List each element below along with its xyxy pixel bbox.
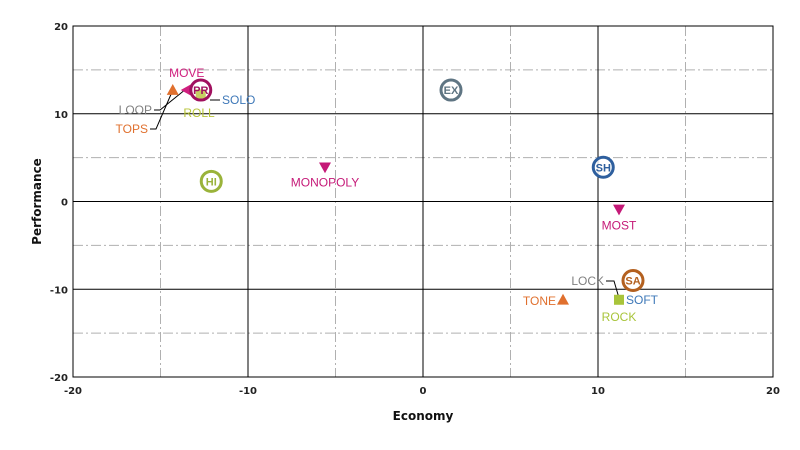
- soft-label: SOFT: [626, 293, 659, 307]
- ex-circle-marker: [439, 78, 463, 102]
- x-tick-label: 20: [766, 386, 780, 397]
- pr-circle-marker: [189, 78, 213, 102]
- x-tick-label: -20: [64, 386, 82, 397]
- y-tick-labels: -20 -10 0 10 20: [50, 22, 68, 384]
- point-labels: MOVE LOOP TOPS SOLO ROLL MONOPOLY MOST LOCK SOFT…: [116, 66, 659, 324]
- x-tick-label: 10: [591, 386, 605, 397]
- hi-circle-label: HI: [206, 176, 217, 188]
- move-marker: [180, 84, 192, 97]
- rock-label: ROCK: [602, 310, 637, 324]
- y-tick-label: 20: [54, 22, 68, 33]
- loop-label: LOOP: [119, 103, 152, 117]
- monopoly-marker: [319, 162, 331, 174]
- loop-leader-line: [154, 88, 187, 111]
- roll-label: ROLL: [183, 106, 215, 120]
- monopoly-label: MONOPOLY: [291, 175, 359, 189]
- y-tick-label: -10: [50, 285, 68, 296]
- roll-marker: [195, 89, 206, 100]
- sh-circle-label: SH: [596, 162, 611, 174]
- tone-marker: [557, 293, 569, 305]
- tops-marker: [166, 84, 179, 95]
- circle-markers: PR EX HI SH SA: [189, 78, 645, 292]
- most-marker: [613, 204, 625, 216]
- tops-label: TOPS: [116, 122, 148, 136]
- x-tick-label: -10: [239, 386, 257, 397]
- label-leader-lines: [150, 88, 620, 299]
- x-tick-labels: -20 -10 0 10 20: [64, 386, 780, 397]
- tops-leader-line: [150, 91, 173, 130]
- y-tick-label: 10: [54, 110, 68, 121]
- most-label: MOST: [602, 218, 637, 232]
- hi-circle-marker: [199, 169, 223, 193]
- point-markers: [166, 84, 625, 305]
- x-axis-title: Economy: [393, 409, 454, 423]
- plot-area-frame: [72, 25, 774, 378]
- ex-circle-label: EX: [444, 85, 459, 97]
- lock-label: LOCK: [571, 274, 604, 288]
- y-tick-label: 0: [61, 198, 68, 209]
- solo-label: SOLO: [222, 93, 255, 107]
- sa-circle-label: SA: [625, 275, 640, 287]
- y-tick-label: -20: [50, 373, 68, 384]
- pr-circle-label: PR: [193, 85, 208, 97]
- rock-marker: [614, 294, 624, 305]
- y-axis-title: Performance: [30, 158, 44, 245]
- sh-circle-marker: [591, 155, 615, 179]
- lock-leader-line: [606, 280, 620, 299]
- move-label: MOVE: [169, 66, 204, 80]
- x-tick-label: 0: [420, 386, 427, 397]
- tone-label: TONE: [523, 294, 556, 308]
- sa-circle-marker: [621, 268, 645, 292]
